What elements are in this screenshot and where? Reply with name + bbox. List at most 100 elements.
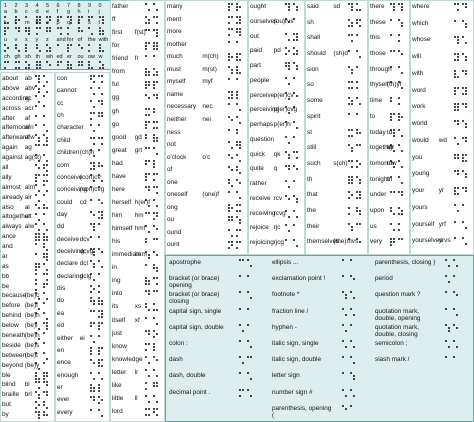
braille-dot	[4, 33, 6, 35]
braille-dot	[145, 71, 147, 74]
braille-dot	[285, 239, 287, 242]
word: braille	[2, 391, 20, 399]
word: ff	[112, 16, 116, 24]
word: gg	[112, 94, 120, 102]
braille-dot	[156, 48, 158, 51]
word: blind	[2, 381, 16, 389]
braille-dot	[293, 165, 295, 168]
word: his	[112, 238, 121, 246]
braille-dot	[239, 203, 241, 206]
braille-dot	[46, 189, 48, 192]
braille-dot	[156, 139, 158, 142]
braille-dot	[288, 168, 290, 171]
braille-dot	[239, 372, 241, 375]
braille-dot	[46, 239, 48, 242]
braille-dot	[59, 33, 62, 35]
braille-dot	[93, 389, 95, 392]
braille-dot	[93, 322, 95, 325]
braille-dot	[465, 6, 467, 8]
braille-dot	[80, 30, 83, 32]
braille-dot	[293, 106, 295, 109]
braille-dot	[148, 84, 150, 87]
braille-dot	[38, 404, 40, 407]
braille-dot	[4, 67, 6, 69]
braille-dot	[25, 50, 27, 52]
braille-dot	[98, 112, 100, 115]
braille-dot	[14, 47, 17, 49]
braille-dot	[93, 266, 95, 269]
braille-dot	[70, 22, 72, 24]
word: today	[370, 128, 386, 136]
braille-dot	[351, 181, 353, 184]
braille-dot	[90, 386, 92, 389]
word: beside	[2, 341, 21, 349]
braille-dot	[356, 50, 358, 53]
braille-dot	[457, 59, 459, 62]
contraction: alm	[24, 183, 36, 191]
braille-dot	[43, 124, 45, 127]
braille-dot	[293, 76, 295, 79]
braille-dot	[98, 27, 101, 29]
braille-dot	[101, 30, 104, 32]
braille-dot	[25, 61, 27, 63]
letter: m	[25, 20, 30, 26]
braille-dot	[93, 213, 95, 216]
word: not	[167, 141, 176, 149]
braille-dot	[156, 267, 158, 270]
braille-dot	[35, 27, 38, 29]
braille-dot	[38, 236, 40, 239]
braille-dot	[35, 64, 38, 66]
braille-dot	[91, 67, 93, 69]
braille-dot	[448, 326, 450, 329]
braille-dot	[145, 241, 147, 244]
braille-dot	[285, 224, 287, 227]
braille-dot	[46, 27, 48, 29]
braille-dot	[356, 97, 358, 100]
word: either	[57, 334, 73, 342]
braille-dot	[356, 191, 358, 194]
braille-dot	[67, 47, 69, 49]
braille-dot	[90, 167, 92, 170]
braille-dot	[250, 356, 252, 359]
braille-dot	[156, 374, 158, 377]
braille-dot	[67, 50, 69, 52]
braille-dot	[88, 16, 90, 18]
braille-dot	[236, 178, 238, 181]
word: after	[2, 114, 15, 122]
braille-dot	[156, 381, 158, 384]
braille-dot	[153, 107, 155, 110]
braille-dot	[46, 255, 48, 258]
braille-dot	[148, 257, 150, 260]
braille-dot	[4, 22, 6, 24]
braille-dot	[98, 161, 100, 164]
braille-dot	[393, 50, 395, 53]
braille-dot	[156, 120, 158, 123]
braille-dot	[156, 212, 158, 214]
braille-dot	[401, 194, 403, 197]
braille-dot	[46, 50, 48, 52]
braille-dot	[17, 27, 20, 29]
braille-dot	[351, 34, 353, 37]
braille-dot	[239, 172, 241, 175]
braille-dot	[239, 222, 241, 225]
braille-dot	[390, 118, 392, 121]
braille-dot	[101, 365, 103, 368]
word: must	[167, 65, 181, 73]
braille-dot	[156, 42, 158, 45]
braille-dot	[359, 131, 361, 134]
braille-dot	[228, 6, 230, 8]
braille-dot	[393, 131, 395, 134]
braille-dot	[38, 233, 40, 236]
braille-dot	[43, 233, 45, 236]
braille-dot	[390, 18, 392, 21]
braille-dot	[156, 74, 158, 77]
braille-dot	[351, 68, 353, 71]
braille-dot	[46, 163, 48, 166]
contraction: afw	[24, 134, 35, 142]
braille-dot	[148, 332, 150, 335]
punctuation-name: dash, double	[169, 372, 206, 380]
punctuation-name: slash mark /	[375, 356, 410, 364]
braille-dot	[14, 16, 17, 18]
contraction: tm	[386, 159, 394, 167]
braille-dot	[236, 115, 238, 118]
